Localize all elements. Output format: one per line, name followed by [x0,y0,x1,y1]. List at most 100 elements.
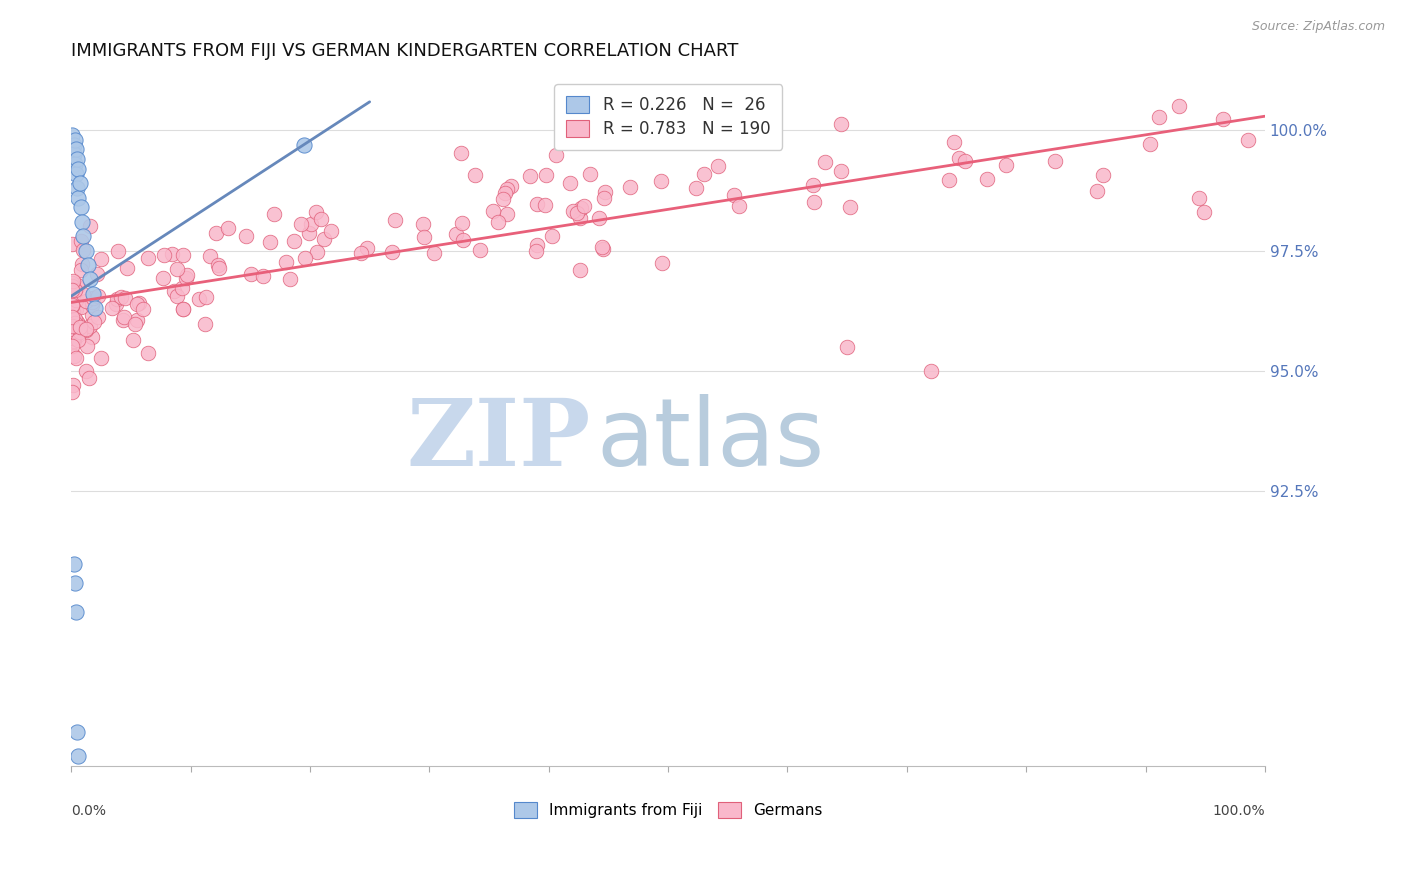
Point [63,285,86,300]
Point [486,215,509,229]
Point [62,147,84,161]
Point [125,296,148,310]
Point [453,233,475,247]
Point [112,310,135,324]
Point [69,325,91,339]
Point [356,241,378,255]
Point [72,229,94,244]
Point [63,157,86,171]
Point [588,211,610,225]
Point [579,167,602,181]
Point [568,211,591,226]
Point [976,172,998,186]
Point [62,274,84,288]
Point [62,305,84,319]
Point [66,181,89,195]
Point [70,215,93,229]
Point [276,255,298,269]
Point [526,237,548,252]
Point [450,145,472,160]
Point [305,204,328,219]
Point [66,279,89,293]
Point [651,255,673,269]
Point [619,179,641,194]
Point [172,301,194,316]
Point [63,324,86,338]
Point [62,319,84,334]
Point [562,203,585,218]
Point [534,198,557,212]
Point [65,143,87,157]
Point [568,263,591,277]
Point [526,197,548,211]
Point [115,260,138,275]
Point [349,246,371,260]
Point [152,248,174,262]
Point [592,242,614,256]
Point [263,207,285,221]
Point [240,267,263,281]
Point [803,195,825,210]
Point [299,217,322,231]
Point [65,278,87,293]
Point [67,191,90,205]
Point [69,200,91,214]
Point [524,244,547,258]
Point [63,316,86,330]
Point [101,301,124,316]
Text: Source: ZipAtlas.com: Source: ZipAtlas.com [1251,20,1385,33]
Point [481,204,503,219]
Point [70,301,93,315]
Text: ZIP: ZIP [406,395,591,485]
Point [114,291,136,305]
Point [160,247,183,261]
Point [75,322,97,336]
Point [200,249,222,263]
Point [693,167,716,181]
Point [62,284,84,298]
Point [82,308,104,322]
Point [138,346,160,360]
Point [814,155,837,169]
Point [62,310,84,324]
Point [90,252,112,266]
Point [278,272,301,286]
Point [650,174,672,188]
Point [494,186,516,200]
Point [67,161,90,176]
Point [152,271,174,285]
Point [707,160,730,174]
Point [75,323,97,337]
Point [995,158,1018,172]
Point [496,182,519,196]
Point [66,152,89,166]
Point [62,339,84,353]
Point [75,294,97,309]
Point [136,252,159,266]
Point [83,315,105,329]
Point [170,281,193,295]
Point [501,178,523,193]
Point [62,298,84,312]
Point [496,206,519,220]
Point [63,316,86,330]
Point [166,262,188,277]
Point [62,278,84,293]
Point [75,244,97,258]
Point [920,364,942,378]
Point [107,292,129,306]
Point [207,258,229,272]
Point [87,289,110,303]
Point [65,351,87,365]
Point [172,302,194,317]
Point [76,339,98,353]
Point [72,286,94,301]
Point [122,333,145,347]
Point [723,187,745,202]
Point [63,311,86,326]
Point [942,135,965,149]
Point [62,321,84,335]
Point [128,296,150,310]
Point [86,267,108,281]
Point [314,232,336,246]
